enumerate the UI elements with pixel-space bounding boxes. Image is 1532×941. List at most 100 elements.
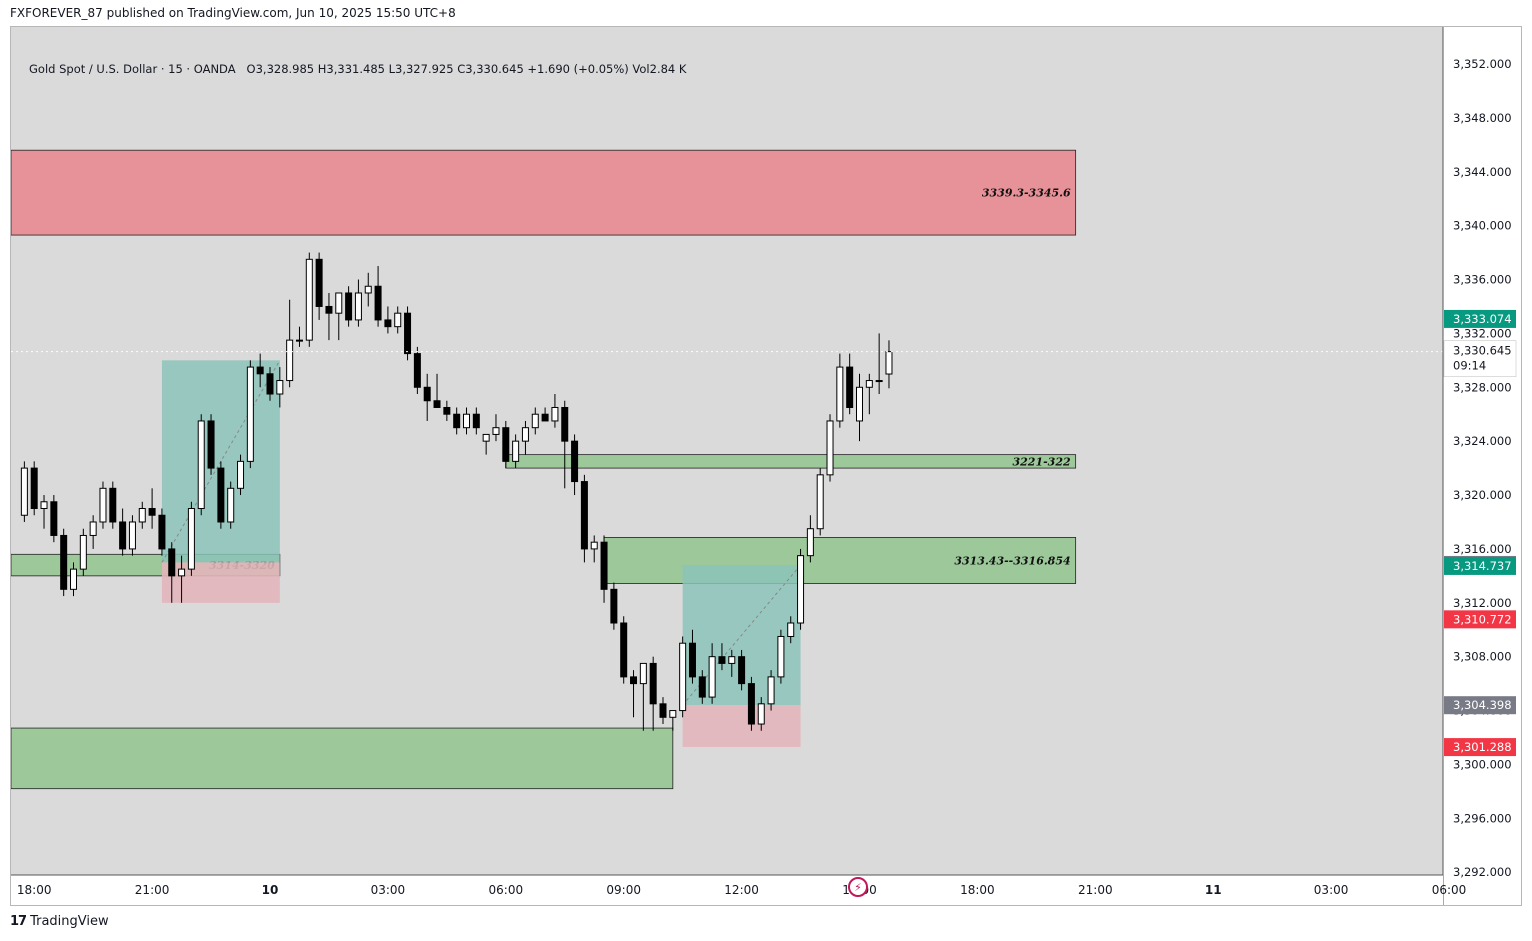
candle-body[interactable] [797, 555, 805, 624]
candle-body[interactable] [354, 292, 362, 321]
chart-frame[interactable]: 3339.3-3345.63221-3223313.43--3316.85433… [10, 26, 1522, 906]
candle-body[interactable] [453, 413, 461, 429]
price-chart[interactable]: 3339.3-3345.63221-3223313.43--3316.85433… [11, 27, 1522, 906]
candle-body[interactable] [178, 568, 186, 577]
candle-body[interactable] [20, 467, 28, 516]
time-axis[interactable] [11, 875, 1443, 906]
candle-body[interactable] [826, 420, 834, 476]
candle-body[interactable] [99, 487, 107, 523]
candle-body[interactable] [610, 588, 618, 624]
candle-body[interactable] [89, 521, 97, 536]
candle-body[interactable] [246, 366, 254, 462]
candle-body[interactable] [698, 676, 706, 698]
candle-body[interactable] [551, 406, 559, 422]
candle-body[interactable] [521, 427, 529, 442]
candle-body[interactable] [600, 541, 608, 590]
candle-body[interactable] [728, 656, 736, 664]
candle-body[interactable] [541, 413, 549, 422]
candle-body[interactable] [856, 386, 863, 422]
candle-body[interactable] [777, 635, 785, 678]
candle-body[interactable] [295, 339, 303, 342]
tradingview-logo-icon[interactable]: 17 [10, 914, 27, 929]
candle-body[interactable] [325, 305, 333, 314]
candle-body[interactable] [70, 568, 77, 590]
candle-body[interactable] [423, 386, 431, 402]
candle-body[interactable] [580, 481, 588, 550]
candle-body[interactable] [433, 400, 441, 408]
candle-body[interactable] [394, 312, 402, 328]
candle-body[interactable] [413, 353, 421, 388]
candle-body[interactable] [443, 406, 451, 415]
candle-body[interactable] [482, 433, 490, 442]
candle-body[interactable] [256, 366, 264, 375]
candle-body[interactable] [590, 541, 598, 550]
candle-body[interactable] [472, 413, 480, 429]
candle-body[interactable] [502, 427, 510, 462]
candle-body[interactable] [109, 487, 117, 523]
candle-body[interactable] [708, 656, 716, 698]
candle-body[interactable] [767, 676, 775, 705]
candle-body[interactable] [669, 710, 677, 718]
candle-body[interactable] [158, 514, 166, 550]
candle-body[interactable] [40, 501, 48, 510]
candle-body[interactable] [60, 534, 68, 590]
candle-body[interactable] [787, 622, 795, 637]
candle-body[interactable] [679, 642, 687, 712]
candle-body[interactable] [315, 258, 323, 307]
price-axis[interactable] [1443, 27, 1522, 906]
candle-body[interactable] [757, 703, 765, 725]
candle-body[interactable] [79, 534, 87, 570]
candle-body[interactable] [217, 467, 225, 523]
candle-body[interactable] [119, 521, 127, 550]
candle-body[interactable] [227, 487, 235, 523]
candle-body[interactable] [738, 656, 746, 685]
candle-body[interactable] [207, 420, 215, 469]
candle-body[interactable] [128, 521, 136, 550]
candle-body[interactable] [138, 508, 146, 523]
candle-body[interactable] [30, 467, 38, 510]
candle-body[interactable] [620, 622, 628, 678]
candle-body[interactable] [836, 366, 844, 422]
candle-body[interactable] [305, 258, 313, 341]
candle-body[interactable] [659, 703, 667, 718]
flash-icon[interactable]: ⚡ [848, 877, 868, 897]
candle-body[interactable] [345, 292, 353, 321]
candle-body[interactable] [286, 339, 294, 382]
candle-body[interactable] [197, 420, 205, 510]
candle-body[interactable] [404, 312, 412, 355]
candle-body[interactable] [463, 413, 470, 429]
candle-body[interactable] [865, 380, 873, 388]
candle-body[interactable] [639, 662, 647, 685]
candle-body[interactable] [571, 440, 579, 483]
position-loss-area[interactable] [161, 562, 280, 603]
candle-body[interactable] [885, 351, 893, 375]
demand-zone[interactable] [603, 537, 1077, 584]
candle-body[interactable] [512, 440, 520, 462]
candle-body[interactable] [374, 285, 382, 321]
candle-body[interactable] [266, 373, 274, 395]
candle-body[interactable] [561, 406, 569, 442]
candle-body[interactable] [531, 413, 539, 429]
candle-body[interactable] [364, 285, 372, 294]
candle-body[interactable] [168, 548, 176, 577]
candle-body[interactable] [50, 501, 58, 536]
candle-body[interactable] [335, 292, 343, 314]
brand-name[interactable]: TradingView [30, 914, 109, 929]
candle-body[interactable] [806, 528, 814, 557]
candle-body[interactable] [187, 508, 195, 570]
candle-body[interactable] [718, 656, 726, 664]
candle-body[interactable] [630, 676, 638, 685]
candle-body[interactable] [649, 662, 657, 705]
supply-zone[interactable] [11, 149, 1077, 236]
candle-body[interactable] [846, 366, 854, 408]
demand-zone[interactable] [505, 454, 1077, 469]
candle-body[interactable] [276, 380, 284, 395]
candle-body[interactable] [747, 683, 755, 725]
candle-body[interactable] [875, 380, 883, 383]
candle-body[interactable] [237, 460, 245, 489]
candle-body[interactable] [688, 642, 696, 678]
candle-body[interactable] [148, 508, 156, 516]
demand-zone[interactable] [11, 727, 674, 790]
candle-body[interactable] [816, 474, 824, 530]
candle-body[interactable] [492, 427, 500, 435]
